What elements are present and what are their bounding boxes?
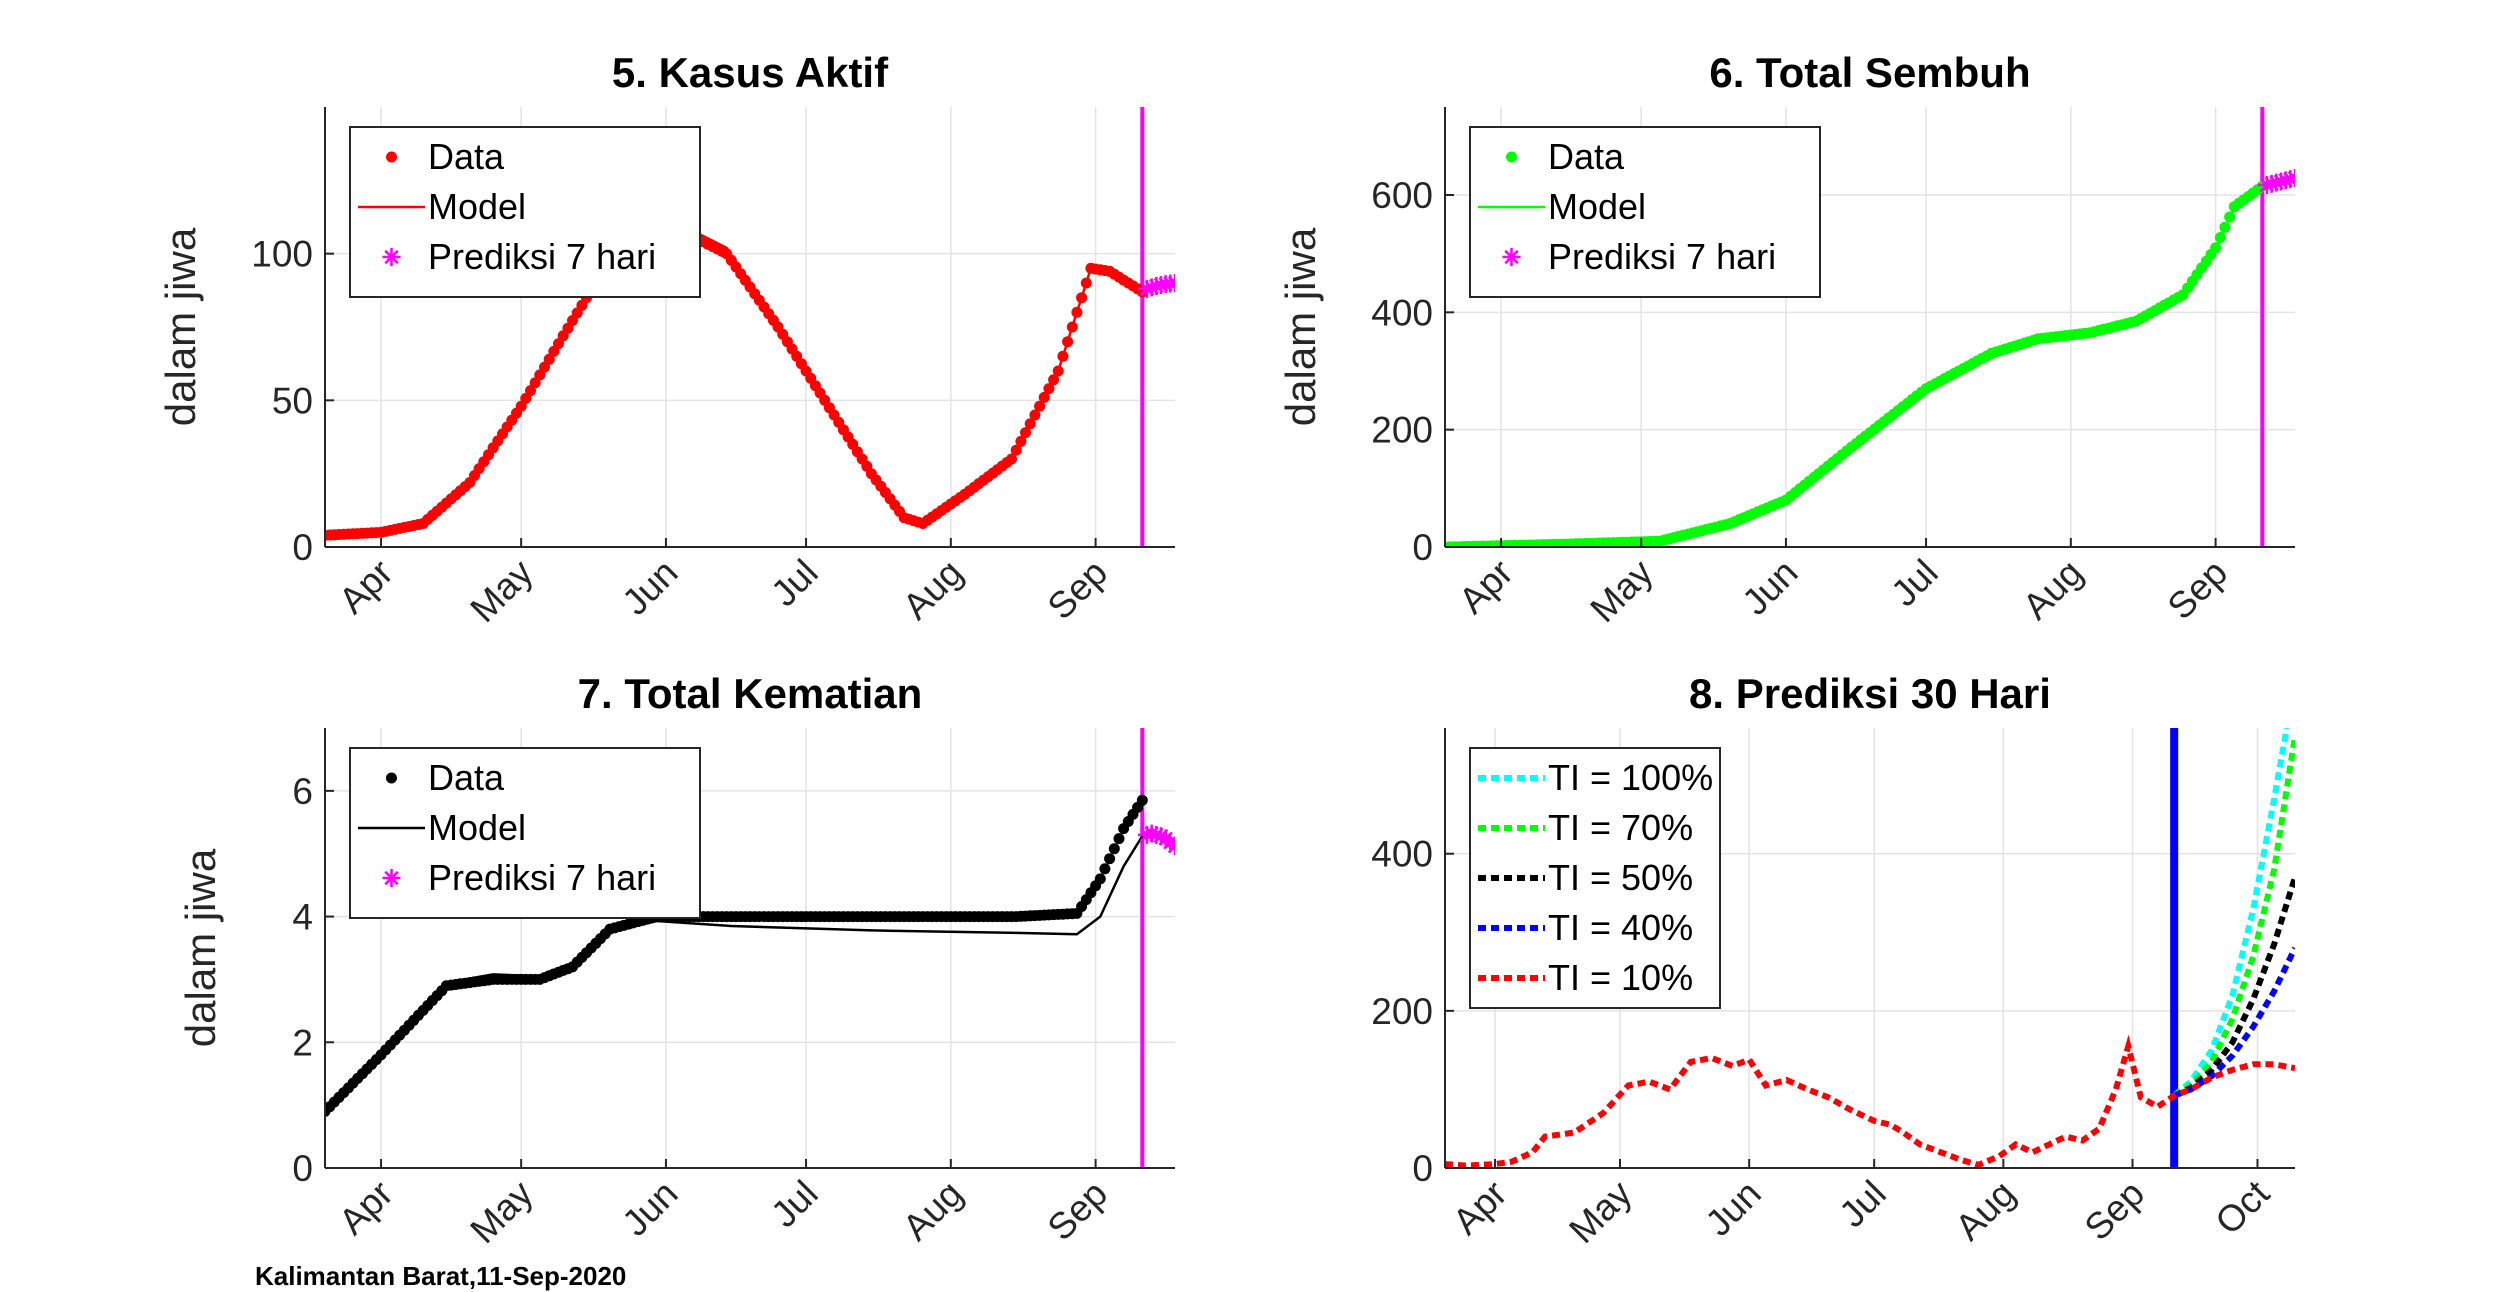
- legend-label: Model: [428, 186, 526, 227]
- legend-marker: [382, 869, 401, 887]
- series-group: [1445, 728, 2295, 1168]
- series-model-line: [325, 835, 1144, 1113]
- chart-title: 8. Prediksi 30 Hari: [1689, 670, 2051, 717]
- y-tick-label: 50: [272, 380, 313, 421]
- legend-label: Data: [1548, 136, 1625, 177]
- legend-label: Data: [428, 757, 505, 798]
- legend-marker: [386, 151, 397, 163]
- y-tick-label: 200: [1371, 410, 1433, 451]
- series-ti-10-line: [1445, 1034, 2295, 1168]
- y-axis-label: dalam jiwa: [157, 227, 204, 426]
- star-stroke: [384, 870, 399, 886]
- series-prediksi-7-hari-point: [1166, 837, 1175, 856]
- legend-label: Prediksi 7 hari: [428, 857, 656, 898]
- y-tick-label: 400: [1371, 292, 1433, 333]
- star-stroke: [1167, 838, 1175, 848]
- chart-title: 7. Total Kematian: [578, 670, 923, 717]
- series-model-line: [1445, 185, 2264, 547]
- legend-marker: [386, 772, 397, 784]
- star-stroke: [1167, 275, 1175, 285]
- series-ti-100-line: [2172, 728, 2290, 1098]
- series-data-point: [1104, 853, 1116, 865]
- star-stroke: [1504, 249, 1519, 265]
- y-axis-label: dalam jiwa: [177, 848, 224, 1047]
- legend: TI = 100% TI = 70% TI = 50% TI = 40% TI = 10…: [1469, 747, 1721, 1009]
- y-tick-label: 6: [292, 771, 313, 812]
- series-group: [325, 728, 1175, 1168]
- legend-marker: [382, 248, 401, 266]
- legend-label: TI = 10%: [1548, 957, 1693, 998]
- series-group: [1445, 107, 2295, 547]
- legend: Data Model Prediksi 7 hari: [349, 126, 701, 298]
- star-stroke: [2287, 170, 2295, 180]
- y-tick-label: 400: [1371, 834, 1433, 875]
- chart-title: 6. Total Sembuh: [1709, 49, 2030, 96]
- star-stroke: [384, 249, 399, 265]
- y-tick-label: 200: [1371, 991, 1433, 1032]
- series-ti-40-line: [2173, 946, 2295, 1099]
- y-tick-label: 100: [251, 234, 313, 275]
- star-stroke: [2287, 176, 2295, 186]
- legend-box: [1469, 126, 1821, 298]
- series-model-line: [325, 217, 1143, 537]
- y-tick-label: 4: [292, 897, 313, 938]
- star-stroke: [1167, 844, 1175, 854]
- y-tick-label: 0: [292, 1148, 313, 1189]
- y-tick-label: 0: [1412, 1148, 1433, 1189]
- y-tick-label: 0: [1412, 527, 1433, 568]
- series-data-point: [1108, 843, 1120, 855]
- legend-label: Prediksi 7 hari: [1548, 236, 1776, 277]
- legend-box: [349, 747, 701, 919]
- legend: Data Model Prediksi 7 hari: [349, 747, 701, 919]
- y-tick-label: 600: [1371, 175, 1433, 216]
- series-data-point: [1094, 873, 1106, 885]
- y-tick-label: 0: [292, 527, 313, 568]
- legend-marker: [1506, 151, 1517, 163]
- y-tick-label: 2: [292, 1022, 313, 1063]
- legend-label: TI = 50%: [1548, 857, 1693, 898]
- legend-box: [349, 126, 701, 298]
- series-prediksi-7-hari-point: [1166, 274, 1175, 292]
- y-axis-label: dalam jiwa: [1277, 227, 1324, 426]
- series-data-point: [1099, 863, 1111, 875]
- star-stroke: [1167, 281, 1175, 291]
- legend-label: TI = 70%: [1548, 807, 1693, 848]
- legend-label: TI = 100%: [1548, 757, 1713, 798]
- legend-label: Prediksi 7 hari: [428, 236, 656, 277]
- legend-label: Data: [428, 136, 505, 177]
- chart-title: 5. Kasus Aktif: [612, 49, 889, 96]
- legend-label: TI = 40%: [1548, 907, 1693, 948]
- legend: Data Model Prediksi 7 hari: [1469, 126, 1821, 298]
- legend-label: Model: [1548, 186, 1646, 227]
- series-prediksi-7-hari-point: [2286, 168, 2295, 187]
- footer-location-date: Kalimantan Barat,11-Sep-2020: [255, 1261, 626, 1291]
- series-data-point: [1113, 833, 1125, 845]
- legend-label: Model: [428, 807, 526, 848]
- legend-marker: [1502, 248, 1521, 266]
- series-data-point: [1136, 794, 1148, 806]
